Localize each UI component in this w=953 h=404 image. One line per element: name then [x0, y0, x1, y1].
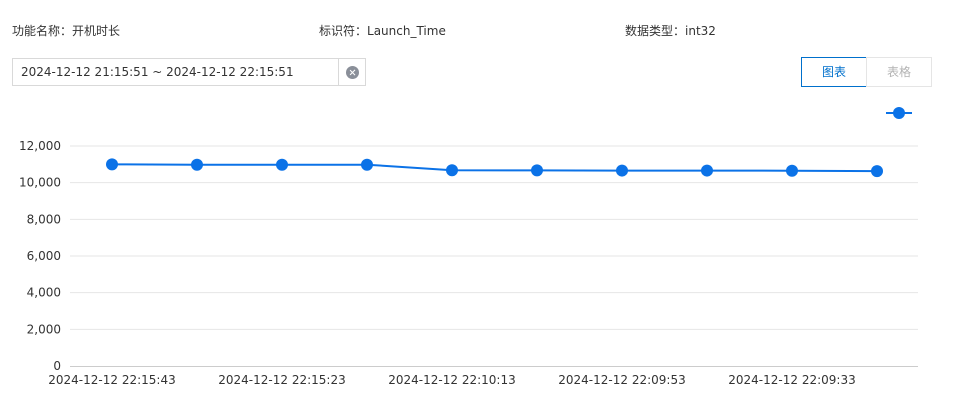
data-point: [531, 164, 543, 177]
data-point: [871, 165, 883, 178]
chart-view-button[interactable]: 图表: [801, 57, 867, 87]
data-point: [446, 164, 458, 177]
date-range-value[interactable]: 2024-12-12 21:15:51 ~ 2024-12-12 22:15:5…: [21, 65, 294, 79]
table-view-button[interactable]: 表格: [866, 57, 932, 87]
info-row: 功能名称：开机时长 标识符：Launch_Time 数据类型：int32: [0, 22, 953, 42]
function-name: 功能名称：开机时长: [12, 22, 120, 39]
y-tick-label: 4,000: [27, 286, 61, 300]
data-point: [191, 158, 203, 171]
clear-date-button[interactable]: [338, 59, 365, 85]
data-point: [361, 158, 373, 171]
y-tick-label: 2,000: [27, 322, 61, 336]
identifier-value: Launch_Time: [367, 24, 446, 38]
x-tick-label: 2024-12-12 22:10:13: [388, 373, 515, 387]
data-type-value: int32: [685, 24, 716, 38]
chart-legend[interactable]: [886, 106, 912, 120]
y-tick-label: 10,000: [19, 176, 61, 190]
identifier: 标识符：Launch_Time: [319, 22, 446, 39]
y-tick-label: 12,000: [19, 139, 61, 153]
legend-dot-icon: [893, 107, 905, 119]
y-tick-label: 6,000: [27, 249, 61, 263]
data-point: [701, 164, 713, 177]
data-point: [616, 164, 628, 177]
data-point: [786, 164, 798, 177]
y-tick-label: 0: [53, 359, 61, 373]
function-name-value: 开机时长: [72, 24, 121, 38]
y-tick-label: 8,000: [27, 212, 61, 226]
data-point: [276, 158, 288, 171]
data-type: 数据类型：int32: [625, 22, 716, 39]
function-name-label: 功能名称：: [12, 24, 73, 38]
data-type-label: 数据类型：: [625, 24, 686, 38]
data-point: [106, 158, 118, 171]
identifier-label: 标识符：: [319, 24, 368, 38]
date-range-picker[interactable]: 2024-12-12 21:15:51 ~ 2024-12-12 22:15:5…: [12, 58, 366, 86]
circle-x-icon[interactable]: [346, 66, 359, 79]
x-tick-label: 2024-12-12 22:09:53: [558, 373, 685, 387]
x-tick-label: 2024-12-12 22:15:43: [48, 373, 175, 387]
x-tick-label: 2024-12-12 22:09:33: [728, 373, 855, 387]
series-line: [111, 163, 878, 173]
x-tick-label: 2024-12-12 22:15:23: [218, 373, 345, 387]
